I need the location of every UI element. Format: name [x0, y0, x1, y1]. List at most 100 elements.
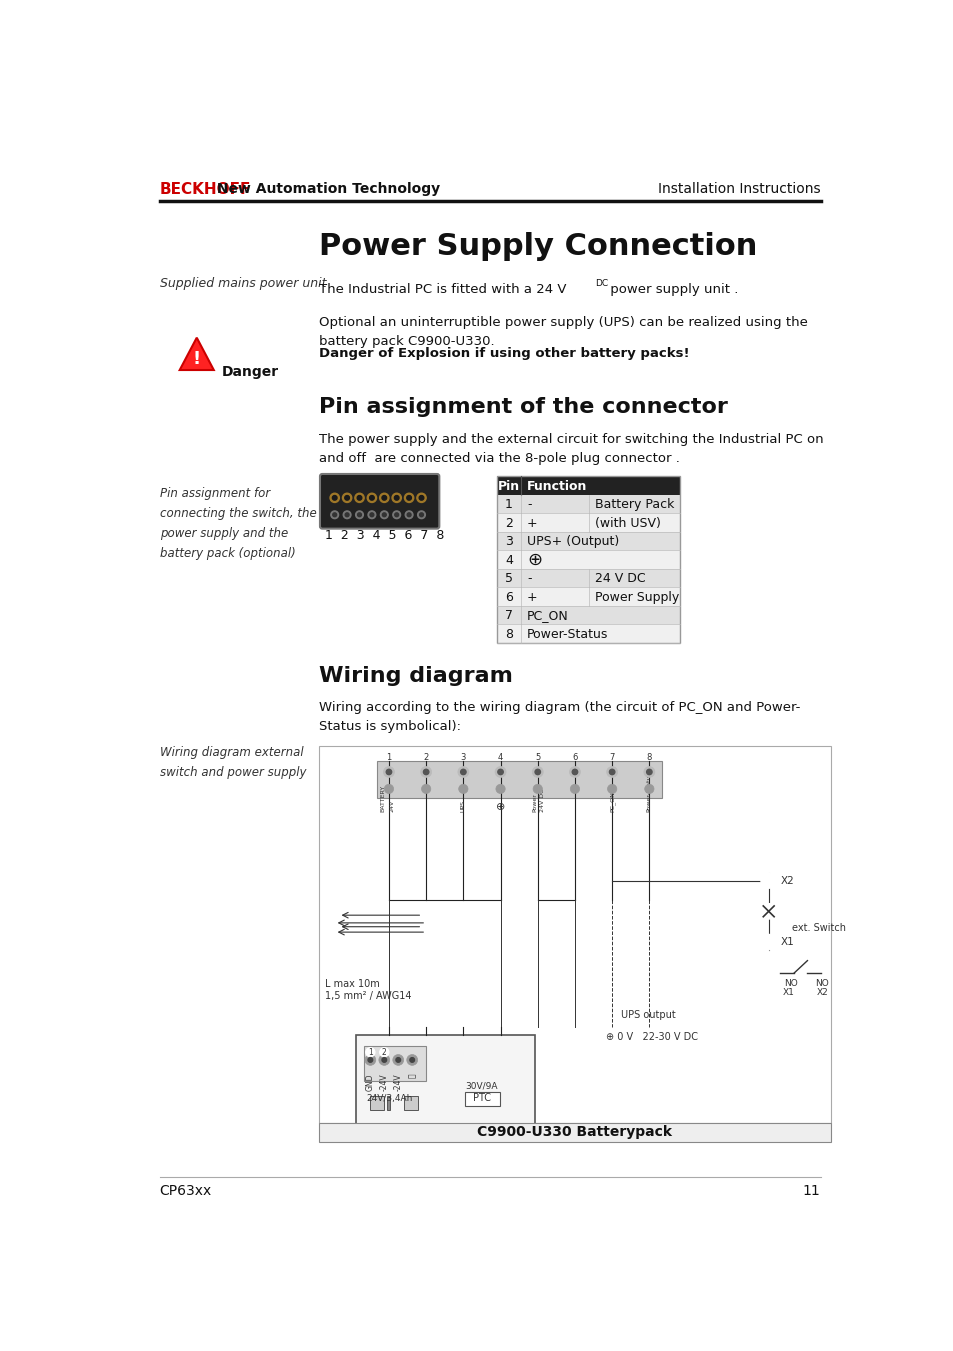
Circle shape — [420, 766, 431, 777]
Circle shape — [369, 496, 374, 500]
Text: Battery Pack: Battery Pack — [595, 499, 674, 511]
Circle shape — [535, 769, 540, 774]
Circle shape — [383, 766, 394, 777]
Text: 3: 3 — [460, 753, 466, 762]
Text: UPS: UPS — [460, 800, 465, 812]
Circle shape — [379, 493, 389, 503]
Circle shape — [330, 493, 339, 503]
Text: Installation Instructions: Installation Instructions — [658, 182, 820, 196]
Circle shape — [380, 511, 388, 519]
Text: 7: 7 — [504, 609, 513, 623]
Text: CP63xx: CP63xx — [159, 1183, 212, 1198]
Circle shape — [533, 785, 542, 793]
Circle shape — [418, 496, 423, 500]
Circle shape — [343, 511, 351, 519]
Text: Wiring diagram: Wiring diagram — [319, 666, 513, 686]
Text: 1: 1 — [386, 753, 391, 762]
Text: New Automation Technology: New Automation Technology — [212, 182, 440, 196]
Text: 8: 8 — [646, 753, 651, 762]
Circle shape — [332, 496, 336, 500]
Circle shape — [532, 766, 542, 777]
Text: 3: 3 — [504, 535, 513, 549]
Circle shape — [395, 513, 398, 516]
Text: Power Supply Connection: Power Supply Connection — [319, 232, 757, 261]
Circle shape — [365, 1047, 375, 1056]
Bar — [319, 746, 830, 1123]
Bar — [497, 550, 679, 569]
Text: X1: X1 — [781, 988, 794, 997]
Bar — [497, 513, 679, 532]
Bar — [356, 1035, 534, 1127]
Circle shape — [406, 496, 411, 500]
Text: 2: 2 — [381, 1048, 386, 1056]
Text: power supply unit .: power supply unit . — [605, 282, 738, 296]
Circle shape — [357, 513, 361, 516]
Circle shape — [355, 493, 364, 503]
Text: -24V: -24V — [394, 1073, 402, 1090]
Circle shape — [367, 493, 376, 503]
Text: X2: X2 — [816, 988, 827, 997]
Text: !: ! — [193, 350, 200, 369]
Bar — [497, 605, 679, 624]
Bar — [497, 494, 679, 513]
Circle shape — [606, 766, 617, 777]
Text: NO: NO — [783, 979, 797, 988]
Text: C9900-U330 Batterypack: C9900-U330 Batterypack — [476, 1125, 672, 1139]
Text: Power-Status: Power-Status — [526, 628, 608, 640]
Circle shape — [760, 873, 776, 888]
FancyBboxPatch shape — [319, 474, 439, 528]
Text: ⊕: ⊕ — [496, 802, 505, 812]
Text: Pin assignment of the connector: Pin assignment of the connector — [319, 397, 727, 417]
Circle shape — [370, 513, 374, 516]
Text: X1: X1 — [780, 938, 793, 947]
Text: Function: Function — [526, 480, 587, 493]
Text: +: + — [526, 590, 537, 604]
Text: 24V/3,4Ah: 24V/3,4Ah — [366, 1094, 413, 1102]
Text: 6: 6 — [504, 590, 513, 604]
Bar — [497, 588, 679, 605]
Text: -24V: -24V — [379, 1073, 389, 1090]
Circle shape — [457, 766, 468, 777]
Text: Power: Power — [532, 793, 537, 812]
Text: -: - — [526, 499, 531, 511]
Text: ⏚: ⏚ — [407, 1073, 416, 1078]
Text: PC_ON: PC_ON — [609, 792, 615, 812]
Text: The power supply and the external circuit for switching the Industrial PC on
and: The power supply and the external circui… — [319, 434, 823, 465]
Circle shape — [410, 1058, 415, 1062]
Text: ext. Switch: ext. Switch — [791, 923, 845, 934]
Bar — [497, 477, 679, 643]
Circle shape — [344, 496, 349, 500]
Text: Wiring according to the wiring diagram (the circuit of PC_ON and Power-
Status i: Wiring according to the wiring diagram (… — [319, 701, 800, 734]
Text: 4: 4 — [504, 554, 513, 566]
Bar — [376, 761, 661, 798]
Text: 1: 1 — [368, 1048, 373, 1056]
Text: 8: 8 — [504, 628, 513, 640]
Text: Pin assignment for
connecting the switch, the
power supply and the
battery pack : Pin assignment for connecting the switch… — [159, 488, 316, 561]
Circle shape — [365, 1055, 375, 1066]
Circle shape — [643, 766, 654, 777]
Text: NO: NO — [815, 979, 828, 988]
Text: UPS+ (Output): UPS+ (Output) — [526, 535, 618, 549]
Circle shape — [419, 513, 423, 516]
Bar — [464, 1092, 499, 1106]
Circle shape — [395, 1058, 400, 1062]
Circle shape — [572, 769, 578, 774]
Circle shape — [407, 513, 411, 516]
Circle shape — [394, 496, 398, 500]
Polygon shape — [179, 338, 213, 370]
Text: 1,5 mm² / AWG14: 1,5 mm² / AWG14 — [325, 992, 412, 1001]
Bar — [497, 624, 679, 643]
Text: (with USV): (with USV) — [595, 516, 660, 530]
Text: 1: 1 — [504, 499, 513, 511]
Circle shape — [333, 513, 336, 516]
Circle shape — [392, 493, 401, 503]
Circle shape — [342, 493, 352, 503]
Circle shape — [404, 493, 414, 503]
Text: 5: 5 — [535, 753, 539, 762]
Text: 2: 2 — [504, 516, 513, 530]
Text: Wiring diagram external
switch and power supply: Wiring diagram external switch and power… — [159, 746, 306, 778]
Circle shape — [405, 511, 413, 519]
Text: 30V/9A: 30V/9A — [465, 1082, 497, 1090]
Circle shape — [760, 935, 776, 950]
Circle shape — [607, 785, 617, 793]
